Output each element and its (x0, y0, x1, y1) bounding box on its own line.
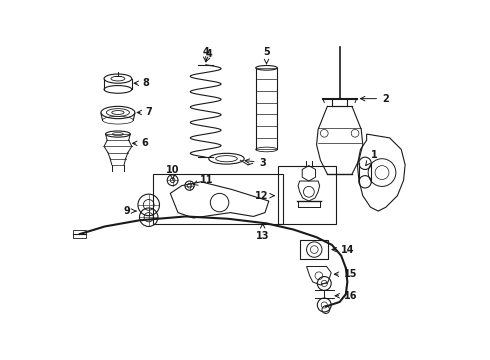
Bar (74, 230, 86, 238)
Text: 4: 4 (202, 48, 209, 61)
Text: 5: 5 (263, 48, 270, 64)
Text: 9: 9 (123, 206, 136, 216)
Text: 6: 6 (133, 138, 148, 148)
Text: 8: 8 (134, 78, 149, 88)
Text: 1: 1 (366, 150, 377, 166)
Text: 4: 4 (206, 49, 213, 62)
Bar (278, 166, 336, 224)
Text: 13: 13 (256, 224, 270, 241)
Text: 2: 2 (361, 94, 389, 104)
Bar (300, 240, 328, 259)
Text: 7: 7 (137, 108, 152, 117)
Text: 12: 12 (255, 191, 274, 201)
Text: 15: 15 (334, 269, 357, 279)
Text: 14: 14 (332, 244, 355, 255)
Text: 3: 3 (245, 158, 267, 167)
Bar (153, 174, 283, 224)
Text: 16: 16 (335, 291, 358, 301)
Text: 11: 11 (193, 175, 213, 185)
Text: 10: 10 (166, 165, 179, 179)
